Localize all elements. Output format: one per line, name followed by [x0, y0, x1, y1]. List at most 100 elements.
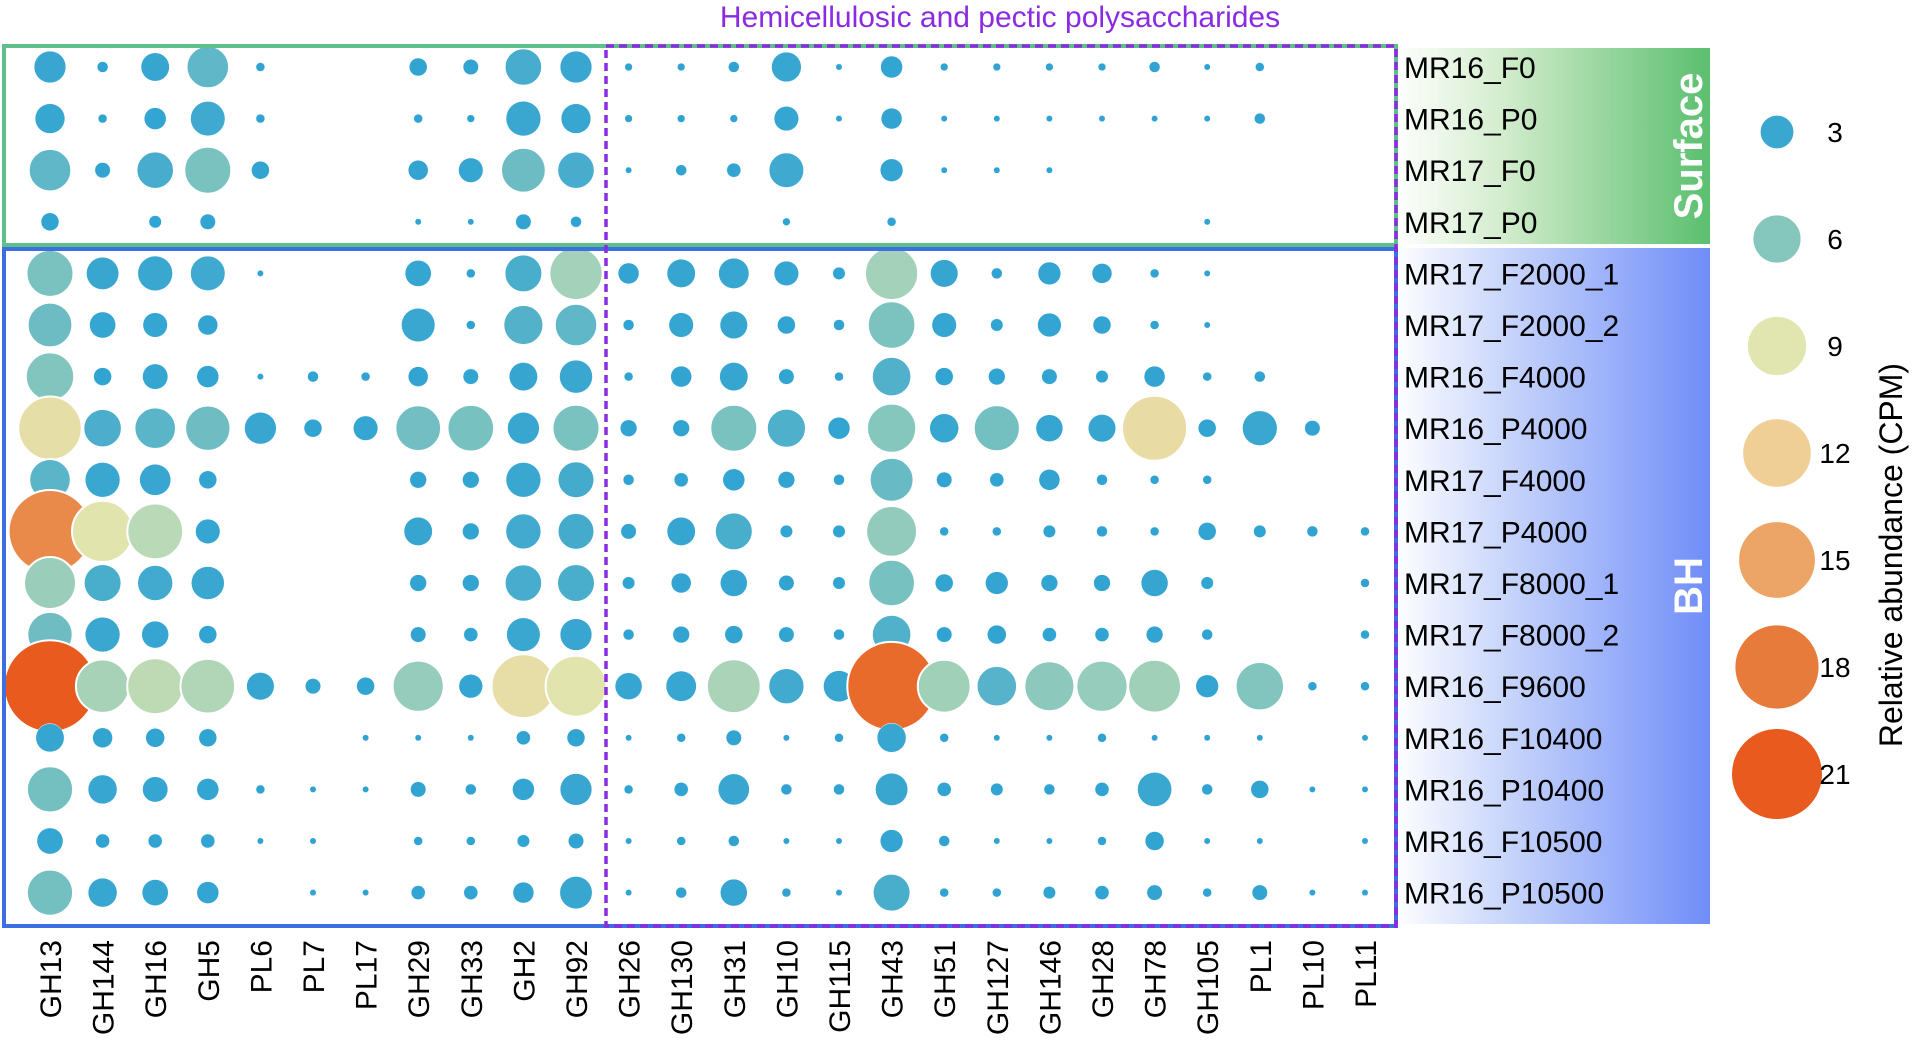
- bubble-MR16_P4000-GH130: [672, 419, 690, 437]
- bubble-MR16_F10400-GH78: [1151, 734, 1159, 742]
- bubble-MR17_F2000_2-GH33: [466, 320, 476, 330]
- bubble-MR17_P0-GH10: [782, 217, 791, 226]
- bubble-MR16_F0-GH13: [33, 50, 67, 84]
- bubble-MR17_F2000_2-GH5: [197, 314, 219, 336]
- highlight-region-box: [604, 44, 1398, 928]
- column-label-GH51: GH51: [929, 940, 962, 1018]
- bubble-MR17_F2000_2-GH92: [553, 302, 599, 348]
- legend-label-3: 3: [1827, 117, 1843, 148]
- bubble-MR17_F2000_2-GH13: [26, 301, 74, 349]
- surface-band: [1394, 48, 1710, 244]
- column-label-GH115: GH115: [824, 940, 857, 1033]
- bubble-MR17_F2000_2-GH28: [1092, 315, 1112, 335]
- bubble-MR17_F4000-GH105: [1202, 475, 1212, 485]
- bubble-MR17_P0-GH33: [467, 218, 475, 226]
- bubble-MR17_F8000_2-GH51: [936, 626, 953, 643]
- bubble-MR16_F10400-GH5: [198, 728, 218, 748]
- bubble-MR16_F10500-GH115: [835, 837, 843, 845]
- bubble-MR16_F9600-GH92: [544, 654, 608, 718]
- bubble-MR17_F8000_1-GH130: [670, 572, 692, 594]
- bubble-MR16_F10400-GH10: [782, 734, 790, 742]
- bubble-MR16_P0-GH33: [466, 114, 475, 123]
- bubble-MR16_P4000-GH105: [1197, 418, 1217, 438]
- bubble-MR16_F10500-PL1: [1256, 837, 1264, 845]
- bubble-MR16_F0-GH43: [880, 55, 903, 79]
- bubble-MR17_F2000_1-GH92: [548, 245, 604, 301]
- bubble-MR17_F2000_1-GH51: [930, 259, 959, 288]
- bubble-MR17_F2000_1-GH10: [773, 260, 799, 286]
- bubble-MR17_F2000_1-GH31: [718, 257, 750, 289]
- bubble-MR16_F4000-PL7: [307, 370, 319, 383]
- bubble-MR16_P10500-PL11: [1361, 889, 1369, 897]
- bubble-MR17_F8000_1-GH92: [556, 563, 596, 603]
- bubble-MR16_F9600-GH29: [391, 659, 445, 713]
- bubble-MR16_F10500-GH130: [676, 836, 686, 846]
- bubble-MR16_F0-GH5: [185, 44, 231, 90]
- bubble-MR16_P10400-GH10: [780, 783, 793, 796]
- bubble-MR17_F2000_1-GH144: [86, 256, 120, 290]
- legend-bubble-6: [1751, 213, 1803, 265]
- bubble-MR16_P4000-GH26: [619, 419, 638, 437]
- bubble-MR16_F10500-GH33: [466, 836, 476, 846]
- bubble-MR17_F8000_1-GH105: [1200, 576, 1214, 590]
- bubble-MR16_F10500-GH16: [147, 833, 163, 849]
- row-label-MR16_P0: MR16_P0: [1404, 104, 1537, 137]
- row-label-MR16_F10500: MR16_F10500: [1404, 826, 1602, 859]
- bubble-MR16_P10500-GH92: [559, 876, 593, 910]
- column-label-PL1: PL1: [1245, 940, 1278, 993]
- bubble-MR16_F10400-GH28: [1097, 733, 1107, 743]
- bubble-MR17_P4000-GH144: [71, 499, 135, 564]
- bubble-MR16_F10400-GH29: [414, 734, 422, 742]
- bubble-MR17_F0-GH10: [767, 151, 806, 190]
- bubble-MR17_P4000-GH105: [1197, 522, 1217, 541]
- bubble-MR17_F4000-GH92: [556, 460, 596, 500]
- bubble-MR17_P0-GH43: [886, 217, 897, 227]
- bubble-MR17_F2000_2-GH2: [502, 303, 545, 347]
- bubble-MR17_F2000_1-GH5: [188, 254, 227, 293]
- bubble-MR16_F9600-GH105: [1195, 674, 1219, 698]
- bubble-MR16_F0-GH105: [1203, 63, 1211, 71]
- bubble-MR16_P10400-PL10: [1308, 785, 1316, 793]
- bubble-MR17_F2000_2-GH26: [622, 319, 635, 331]
- row-label-MR17_F2000_2: MR17_F2000_2: [1404, 310, 1619, 343]
- bubble-MR16_F0-GH144: [96, 61, 109, 73]
- bubble-MR17_P0-GH92: [570, 216, 582, 228]
- bubble-MR16_F10500-GH78: [1144, 831, 1165, 851]
- bubble-MR16_P4000-GH29: [394, 404, 443, 453]
- bubble-MR16_F10500-GH29: [413, 836, 423, 846]
- bubble-MR16_P0-GH26: [624, 114, 633, 123]
- column-labels: GH13 GH144 GH16 GH5 PL6 PL7 PL17 GH29 GH33 GH2 GH9…: [35, 940, 1383, 1035]
- column-label-GH26: GH26: [614, 940, 647, 1018]
- bubble-MR17_F4000-GH130: [673, 472, 689, 488]
- row-label-MR16_F10400: MR16_F10400: [1404, 723, 1602, 756]
- bubble-MR16_F9600-GH16: [126, 657, 185, 716]
- bubble-MR17_F2000_2-GH127: [990, 318, 1004, 332]
- bubble-MR16_P10400-PL17: [362, 785, 370, 793]
- bubble-MR17_F8000_1-GH2: [503, 563, 544, 603]
- bubble-MR16_P4000-GH144: [82, 407, 123, 449]
- bubble-MR17_F2000_2-GH29: [401, 307, 436, 343]
- legend-label-21: 21: [1819, 759, 1850, 790]
- bubble-MR17_P4000-GH26: [620, 523, 637, 540]
- bubble-MR17_P4000-GH2: [504, 512, 543, 551]
- bubble-MR17_F8000_2-GH5: [198, 625, 218, 644]
- column-label-GH31: GH31: [719, 940, 752, 1018]
- bubble-MR17_F0-GH29: [407, 159, 429, 181]
- bubble-MR16_P4000-GH2: [507, 412, 540, 445]
- bubble-MR16_F10500-GH51: [938, 835, 950, 847]
- bubble-MR16_F4000-GH5: [196, 365, 220, 388]
- bubble-MR17_F4000-GH51: [936, 471, 953, 488]
- bubble-MR16_F10400-GH33: [467, 734, 475, 742]
- bubble-MR16_P0-GH13: [34, 103, 66, 134]
- bubble-MR17_F4000-GH29: [409, 471, 427, 489]
- bubble-MR17_P0-GH29: [414, 218, 422, 226]
- bubble-MR16_F4000-GH33: [462, 368, 479, 385]
- bubble-MR16_F4000-GH78: [1143, 365, 1166, 388]
- bubble-MR16_P10400-GH16: [142, 776, 169, 803]
- bubble-MR16_F4000-PL17: [360, 371, 371, 382]
- bubble-MR16_P0-GH10: [773, 106, 799, 132]
- bubble-MR17_F8000_1-GH13: [23, 556, 77, 610]
- bubble-MR16_P4000-GH13: [17, 395, 83, 461]
- bubble-MR16_P10500-GH105: [1202, 887, 1212, 898]
- bubble-MR17_F4000-GH5: [198, 470, 218, 490]
